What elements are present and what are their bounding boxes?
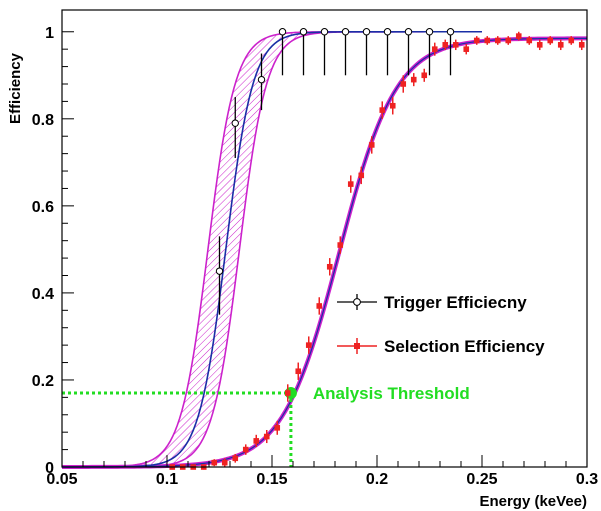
selection-point (379, 107, 386, 113)
legend-selection-marker (354, 343, 360, 349)
trigger-point (341, 28, 350, 36)
selection-point (358, 172, 365, 179)
legend-label-trigger: Trigger Efficiecny (384, 293, 527, 312)
legend-label-selection: Selection Efficiency (384, 337, 545, 356)
selection-point (368, 142, 375, 148)
selection-point (263, 433, 270, 440)
selection-point (578, 42, 585, 48)
selection-point (547, 37, 554, 44)
trigger-point (425, 28, 434, 36)
selection-point (242, 446, 249, 453)
y-tick-label: 1 (45, 25, 54, 42)
trigger-point (278, 28, 287, 36)
selection-point (515, 33, 522, 39)
data-points-layer (169, 28, 585, 470)
selection-point (326, 263, 333, 270)
x-axis-label: Energy (keVee) (479, 493, 587, 510)
y-tick-label: 0.8 (32, 112, 54, 129)
trigger-point (320, 28, 329, 36)
y-tick-label: 0.6 (32, 199, 54, 216)
selection-point (431, 46, 438, 52)
selection-point (221, 459, 228, 466)
selection-point (568, 37, 575, 44)
trigger-point (299, 28, 308, 36)
trigger-point (257, 75, 266, 84)
selection-point (232, 455, 239, 462)
selection-point (526, 37, 533, 44)
selection-point (400, 81, 407, 87)
selection-point (316, 303, 323, 309)
selection-point (253, 438, 260, 444)
selection-point (505, 37, 512, 44)
selection-point (410, 76, 417, 83)
selection-point (494, 37, 501, 44)
y-tick-label: 0 (45, 460, 54, 477)
axes-layer: 0.05 0.1 0.15 0.2 0.25 0.3 0 0.2 0.4 0.6 0.8 1 (32, 25, 598, 488)
x-tick-label: 0.25 (466, 471, 497, 488)
selection-point (557, 42, 564, 48)
trigger-fit-band (104, 31, 482, 467)
selection-point (337, 242, 344, 248)
x-tick-label: 0.3 (576, 471, 598, 488)
selection-point (452, 42, 459, 48)
trigger-point (231, 119, 239, 127)
legend (337, 294, 377, 354)
analysis-threshold-label: Analysis Threshold (313, 384, 470, 403)
selection-point (536, 42, 543, 48)
x-tick-label: 0.1 (156, 471, 178, 488)
selection-point (463, 46, 470, 52)
y-tick-label: 0.4 (32, 286, 54, 303)
trigger-point (404, 28, 413, 36)
trigger-point (446, 28, 455, 36)
trigger-point (215, 267, 224, 275)
selection-point (421, 72, 428, 79)
selection-point (305, 342, 312, 348)
y-axis-label: Efficiency (7, 52, 24, 124)
legend-trigger-marker (353, 298, 361, 306)
selection-point (484, 37, 491, 44)
selection-point (442, 42, 449, 48)
x-tick-label: 0.2 (366, 471, 388, 488)
trigger-point (383, 28, 392, 36)
selection-point (347, 181, 354, 187)
selection-point (295, 368, 302, 375)
y-tick-label: 0.2 (32, 373, 54, 390)
x-tick-label: 0.15 (256, 471, 287, 488)
selection-point (274, 425, 281, 431)
selection-point (211, 459, 218, 466)
selection-point (389, 102, 396, 109)
x-tick-label: 0.05 (46, 471, 77, 488)
selection-point (473, 37, 480, 44)
trigger-point (362, 28, 371, 36)
plot-frame (61, 9, 588, 468)
selection-point (284, 390, 291, 396)
